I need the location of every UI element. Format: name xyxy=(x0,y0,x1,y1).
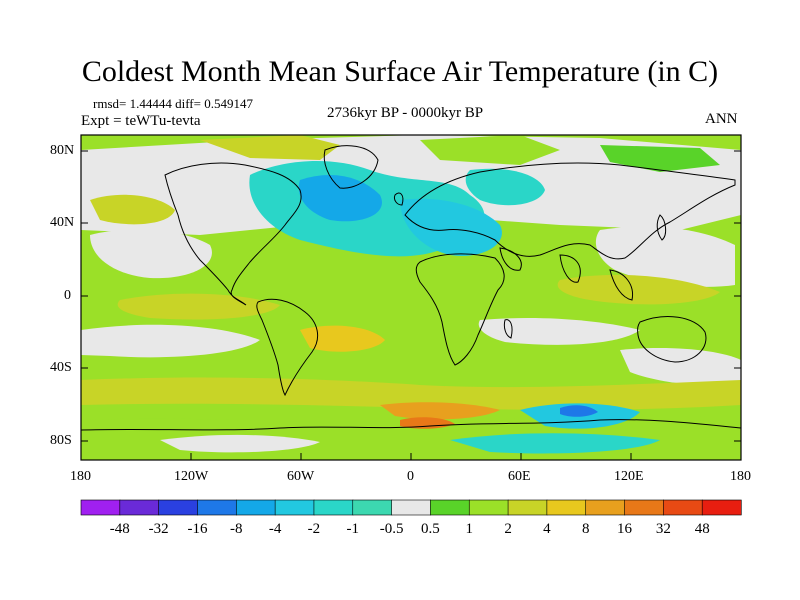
colorbar-swatch xyxy=(235,499,276,516)
colorbar-swatch xyxy=(391,499,432,516)
colorbar-label: 2 xyxy=(504,521,512,537)
colorbar-label: -32 xyxy=(148,521,169,537)
colorbar-swatch xyxy=(352,499,393,516)
colorbar-label: 16 xyxy=(617,521,632,537)
season-label: ANN xyxy=(705,111,738,127)
colorbar-label: 32 xyxy=(655,521,671,537)
colorbar-label: -4 xyxy=(268,521,282,537)
colorbar-swatch xyxy=(585,499,626,516)
lat-label: 40S xyxy=(50,360,72,375)
colorbar-swatch xyxy=(430,499,470,516)
colorbar-label: -0.5 xyxy=(379,521,404,537)
map-title: Coldest Month Mean Surface Air Temperatu… xyxy=(81,55,719,88)
colorbar-swatch xyxy=(546,499,587,516)
colorbar-label: -2 xyxy=(307,521,321,537)
lat-label: 0 xyxy=(64,288,71,303)
lon-label: 60W xyxy=(287,469,315,484)
lon-label: 120E xyxy=(614,469,644,484)
period-label: 2736kyr BP - 0000kyr BP xyxy=(327,105,484,121)
colorbar-swatch xyxy=(624,499,664,516)
colorbar-label: 4 xyxy=(543,521,551,537)
colorbar-label: -1 xyxy=(346,521,360,537)
temperature-field xyxy=(81,135,741,460)
colorbar-label: 48 xyxy=(694,521,710,537)
colorbar-label: 1 xyxy=(465,521,473,537)
lon-label: 120W xyxy=(174,469,209,484)
colorbar-label: -16 xyxy=(187,521,208,537)
experiment-label: Expt = teWTu-tevta xyxy=(81,113,201,129)
colorbar-swatch xyxy=(197,499,237,516)
colorbar-label: 0.5 xyxy=(421,521,440,537)
lon-ticks xyxy=(80,453,742,460)
colorbar-swatch xyxy=(663,499,703,516)
rmsd-diff-label: rmsd= 1.44444 diff= 0.549147 xyxy=(93,96,253,111)
colorbar-swatch xyxy=(158,499,199,516)
lat-label: 80N xyxy=(50,143,75,158)
lon-label: 60E xyxy=(508,469,531,484)
colorbar-label: -8 xyxy=(230,521,243,537)
colorbar-swatch xyxy=(701,499,742,516)
colorbar-swatch xyxy=(507,499,548,516)
lon-label: 180 xyxy=(730,469,751,484)
colorbar xyxy=(80,499,742,516)
lon-label: 0 xyxy=(407,469,414,484)
lon-label: 180 xyxy=(70,469,91,484)
coastlines xyxy=(81,145,741,431)
colorbar-label: -48 xyxy=(109,521,130,537)
colorbar-swatch xyxy=(313,499,354,516)
colorbar-swatch xyxy=(274,499,315,516)
lat-label: 80S xyxy=(50,433,72,448)
colorbar-swatch xyxy=(80,499,121,516)
colorbar-swatch xyxy=(119,499,160,516)
lat-label: 40N xyxy=(50,215,75,230)
lat-ticks xyxy=(81,150,741,442)
colorbar-swatch xyxy=(468,499,509,516)
colorbar-label: 8 xyxy=(581,521,590,537)
